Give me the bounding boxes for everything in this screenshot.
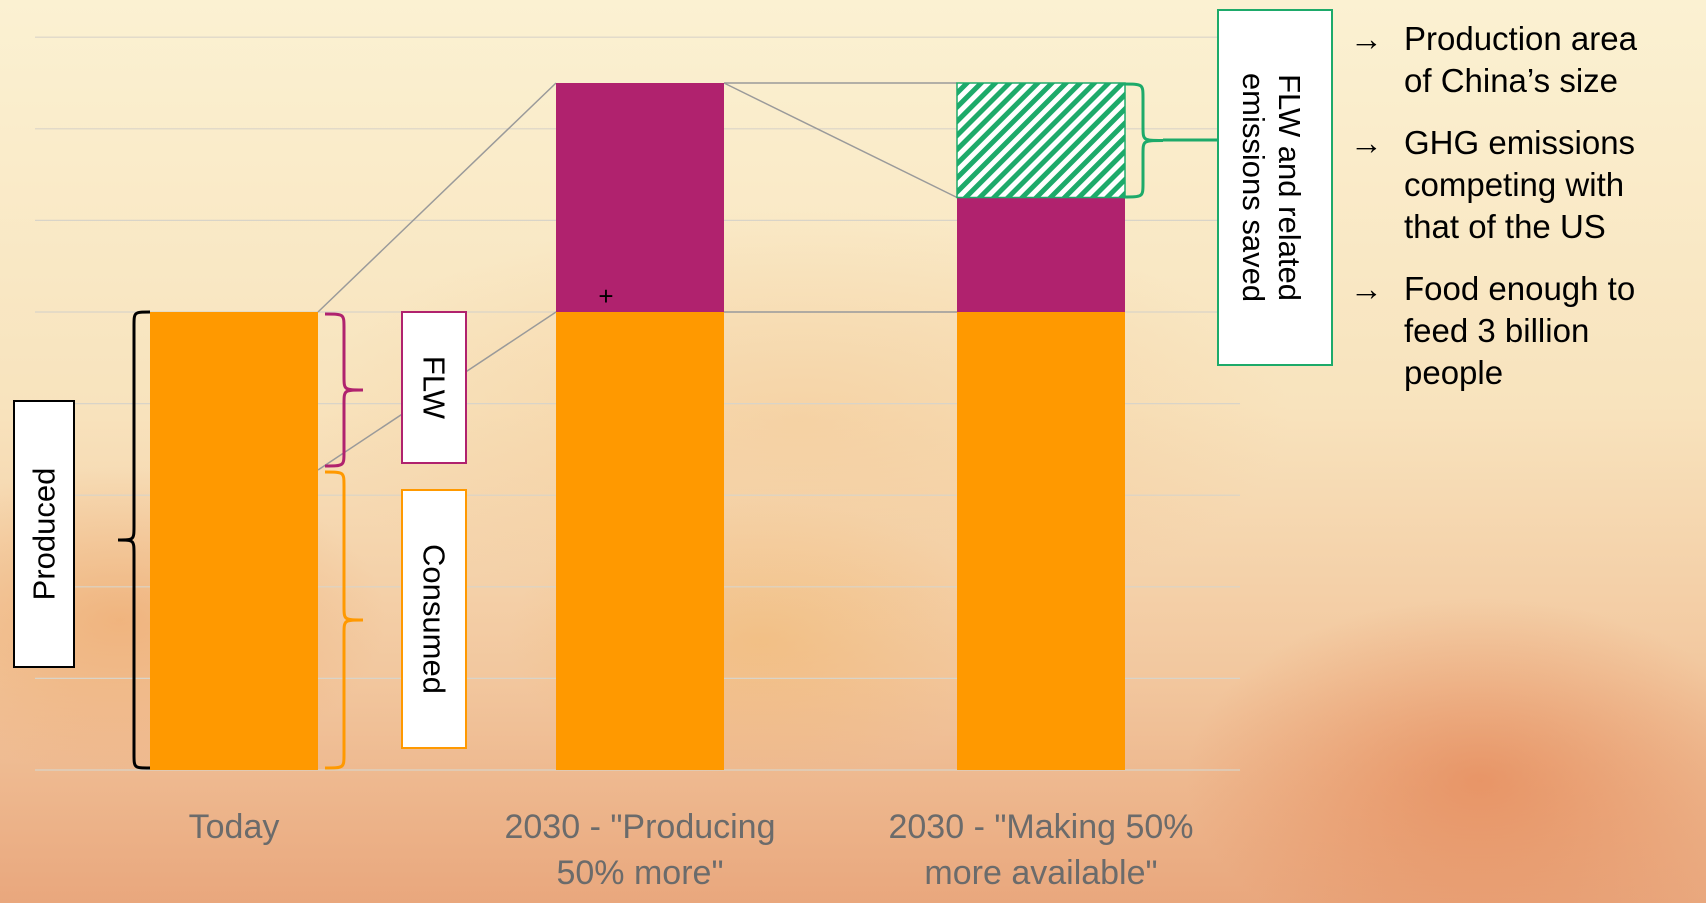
x-tick-label: 2030 - "Making 50% more available"	[888, 808, 1193, 892]
x-tick-label-line: 2030 - "Producing	[504, 808, 775, 846]
connector-line	[723, 82, 958, 199]
finding-text-line: feed 3 billion	[1404, 312, 1590, 349]
arrow-right-icon: →	[1350, 124, 1383, 161]
annotations: + Produced FLW Consumed FLW and relatedemiss…	[13, 9, 1333, 770]
saved-bracket	[1122, 82, 1164, 199]
bars	[150, 82, 1126, 770]
saved-box	[1217, 9, 1333, 366]
x-tick-label-line: 50% more"	[556, 854, 723, 892]
bar-consumed-2	[556, 312, 724, 770]
finding-text: Production area of China’s size	[1404, 18, 1700, 102]
finding-text-line: people	[1404, 354, 1504, 391]
finding-text-line: Food enough to	[1404, 270, 1636, 307]
bar-consumed-1	[150, 312, 318, 770]
x-tick-label-line: 2030 - "Making 50%	[888, 808, 1193, 846]
produced-bracket	[117, 310, 151, 770]
finding-text-line: that of the US	[1404, 208, 1606, 245]
arrow-right-icon: →	[1350, 270, 1383, 307]
plus-marker: +	[598, 281, 613, 311]
bar-flw-3	[957, 197, 1125, 312]
finding-text: Food enough to feed 3 billion people	[1404, 268, 1700, 394]
x-axis-tick-labels: Today 2030 - "Producing 50% more" 2030 - "M…	[189, 808, 1194, 892]
finding-item: → GHG emissions competing with that of the …	[1350, 122, 1700, 248]
consumed-label: Consumed	[417, 544, 452, 694]
findings-list: → Production area of China’s size → GHG emis…	[1350, 18, 1700, 414]
saved-label-line: emissions saved	[1236, 73, 1271, 302]
connector-line	[317, 82, 557, 313]
connector-lines	[317, 82, 958, 471]
x-tick-label: Today	[189, 808, 280, 846]
finding-text-line: competing with	[1404, 166, 1625, 203]
flw-box	[401, 311, 467, 464]
finding-text: GHG emissions competing with that of the U…	[1404, 122, 1700, 248]
produced-box	[13, 400, 75, 668]
x-tick-label-line: more available"	[924, 854, 1157, 892]
x-tick-label-line: Today	[189, 808, 280, 846]
finding-text-line: GHG emissions	[1404, 124, 1636, 161]
flw-bracket	[324, 312, 364, 468]
arrow-right-icon: →	[1350, 20, 1383, 57]
finding-text-line: Production area	[1404, 20, 1637, 57]
finding-text-line: of China’s size	[1404, 62, 1619, 99]
saved-label: FLW and relatedemissions saved	[1236, 73, 1307, 302]
bar-flw-and-related-emissions-saved-3	[956, 82, 1126, 199]
flw-label: FLW	[417, 356, 452, 420]
consumed-bracket	[324, 470, 364, 770]
bar-flw-2	[556, 83, 724, 312]
saved-label-line: FLW and related	[1272, 74, 1307, 301]
x-tick-label: 2030 - "Producing 50% more"	[504, 808, 775, 892]
produced-label: Produced	[27, 468, 62, 601]
finding-item: → Production area of China’s size	[1350, 18, 1700, 102]
finding-item: → Food enough to feed 3 billion people	[1350, 268, 1700, 394]
bar-consumed-3	[957, 312, 1125, 770]
consumed-box	[401, 489, 467, 749]
